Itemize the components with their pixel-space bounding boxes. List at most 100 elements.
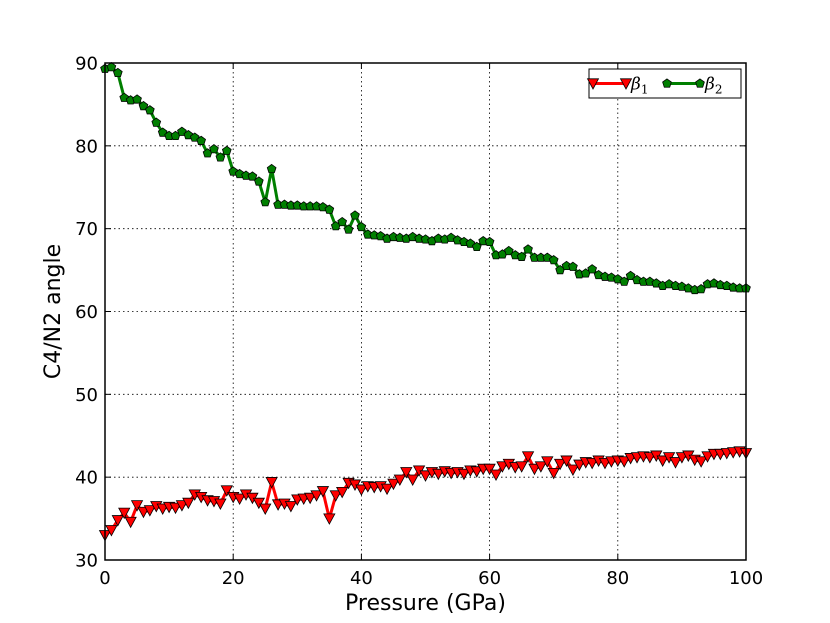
data-point [259,503,272,515]
data-point [625,270,636,281]
data-point [534,461,548,473]
x-axis-title: Pressure (GPa) [345,591,506,616]
data-point [380,483,394,496]
data-point [457,468,471,481]
data-point [489,469,503,482]
data-point [111,515,124,527]
data-point [419,470,432,482]
data-point [656,455,669,467]
series-1 [98,446,753,542]
data-point [547,467,560,480]
data-point [105,525,118,537]
x-tick-label: 0 [99,568,110,589]
data-point [701,451,714,463]
x-tick-label: 80 [606,568,629,589]
data-point [503,245,514,256]
data-point [393,474,407,486]
data-point [221,145,232,155]
data-point [138,100,149,111]
series-layer [98,62,753,542]
data-point [523,244,533,254]
y-tick-label: 30 [75,551,98,572]
data-point [266,163,277,174]
data-point [548,255,559,265]
y-axis-title: C4/N2 angle [41,244,66,379]
data-point [585,458,599,470]
data-point [516,251,527,261]
data-point [323,513,336,525]
data-point [470,466,483,478]
data-point [265,477,278,489]
data-point [483,463,496,476]
data-point [233,493,246,506]
data-point [587,264,598,274]
data-point [196,135,206,145]
data-point [496,461,509,473]
data-point [316,486,330,498]
data-point [169,502,182,515]
data-point [484,236,495,247]
data-point [356,221,367,232]
y-tick-label: 50 [75,385,98,406]
data-point [560,455,573,467]
data-point [145,105,155,115]
data-point [324,204,335,214]
series-2 [100,62,751,295]
data-point [337,216,348,227]
tick-labels: 0 20 40 60 80 100 30 40 50 60 70 80 90 [75,54,763,590]
y-tick-label: 80 [75,136,98,157]
data-point [400,467,413,479]
data-point [553,458,567,471]
legend: β1 β2 [586,68,742,99]
legend-marker [619,78,633,90]
data-point [310,490,323,502]
data-point [573,459,586,472]
data-point [618,456,631,468]
y-tick-label: 90 [75,54,98,75]
data-point [220,485,233,497]
data-point [566,464,580,477]
legend-marker [695,78,705,88]
legend-items: β1 β2 [586,75,722,97]
data-point [541,456,554,468]
data-point [568,261,578,271]
data-point [132,94,142,104]
data-point [253,176,264,186]
x-tick-label: 60 [478,568,501,589]
data-point [329,490,342,502]
data-point [284,501,298,513]
data-point [350,210,360,220]
data-point [143,505,157,517]
data-point [252,497,266,510]
x-tick-label: 40 [350,568,373,589]
data-point [432,468,445,481]
data-point [515,461,528,473]
data-point [343,224,354,234]
data-point [694,456,708,468]
data-point [528,463,541,476]
data-point [175,500,189,512]
data-point [247,171,258,181]
data-point [521,451,535,463]
data-point [260,197,271,207]
y-tick-label: 60 [75,302,98,323]
data-point [406,474,419,486]
data-point [106,62,117,72]
data-point [124,516,137,529]
x-tick-label: 20 [222,568,245,589]
data-point [215,152,226,162]
data-point [335,487,349,499]
data-point [355,484,368,496]
y-tick-label: 40 [75,468,98,489]
y-tick-label: 70 [75,219,98,240]
legend-marker [662,78,672,88]
data-point [209,144,219,154]
data-point [669,457,682,469]
ticks [104,62,747,561]
data-point [112,67,123,78]
data-point [214,498,227,511]
x-tick-label: 100 [729,568,763,589]
data-point [130,500,144,512]
data-point [387,478,400,491]
